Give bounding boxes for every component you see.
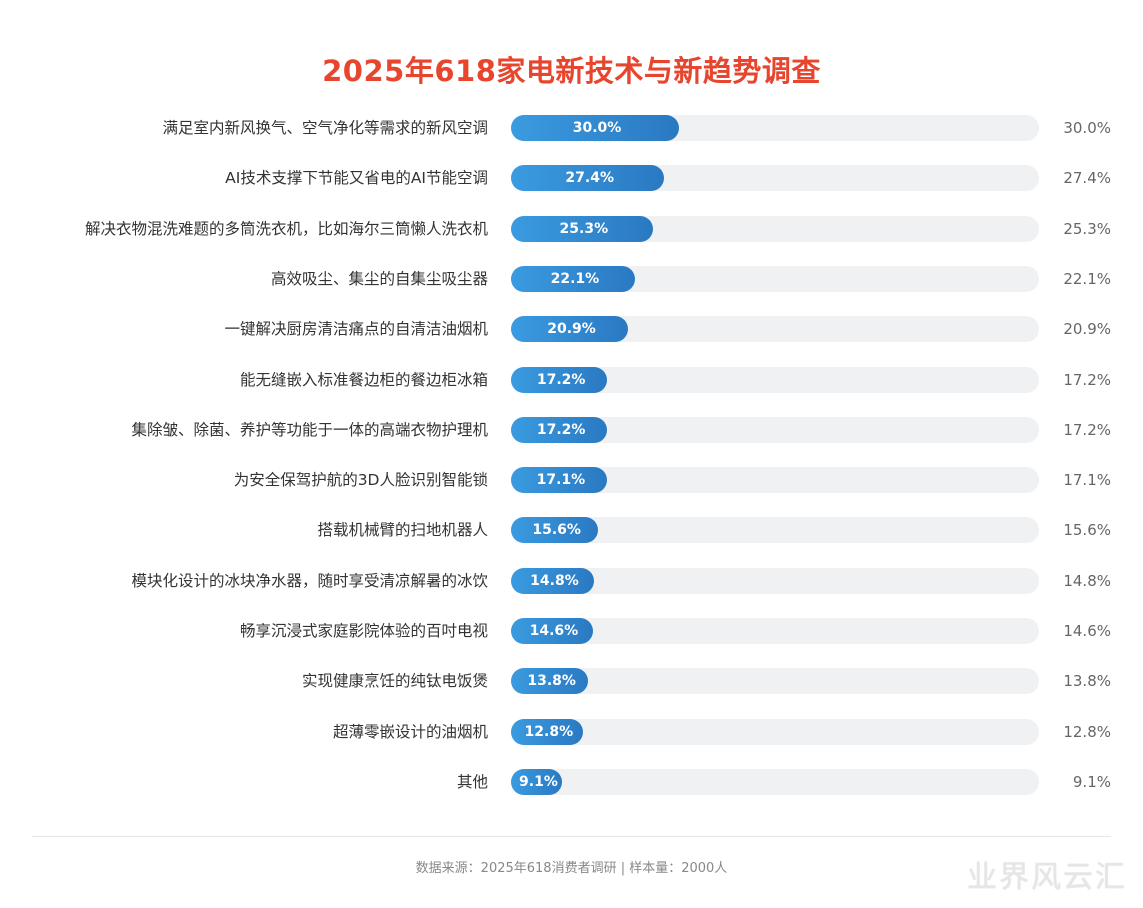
footer-divider [32, 836, 1111, 837]
bar [511, 316, 629, 343]
bar-row: 高效吸尘、集尘的自集尘吸尘器 22.1% 22.1% [0, 265, 1143, 292]
bar [511, 366, 608, 393]
bar [511, 768, 562, 795]
bar-data-label: 30.0% [572, 120, 622, 136]
watermark-logo: 业界风云汇 [967, 860, 1127, 895]
bar-track: 17.2% [511, 416, 1039, 443]
bar [511, 718, 583, 745]
value-label: 25.3% [1063, 219, 1111, 238]
bar-track: 20.9% [511, 316, 1039, 343]
bar-track: 30.0% [511, 115, 1039, 141]
bar-data-label: 14.6% [529, 623, 579, 639]
bar-row: 能无缝嵌入标准餐边柜的餐边柜冰箱 17.2% 17.2% [0, 366, 1143, 393]
category-label: AI技术支撑下节能又省电的AI节能空调 [225, 169, 488, 188]
bar-track: 15.6% [511, 517, 1039, 544]
bar [511, 467, 607, 494]
bar-data-label: 25.3% [559, 220, 609, 237]
bar-row: AI技术支撑下节能又省电的AI节能空调 27.4% 27.4% [0, 165, 1143, 192]
value-label: 9.1% [1072, 772, 1111, 791]
bar [511, 165, 665, 192]
bar-data-label: 13.8% [527, 673, 576, 690]
value-label: 17.2% [1063, 370, 1111, 389]
bar-row: 其他 9.1% 9.1% [0, 768, 1143, 795]
bar-data-label: 15.6% [532, 522, 581, 539]
bar-data-label: 9.1% [519, 773, 558, 790]
value-label: 20.9% [1063, 320, 1111, 339]
bar-row: 满足室内新风换气、空气净化等需求的新风空调 30.0% 30.0% [0, 115, 1143, 141]
bar [511, 416, 608, 443]
value-label: 12.8% [1063, 722, 1111, 741]
value-label: 13.8% [1063, 672, 1111, 691]
category-label: 实现健康烹饪的纯钛电饭煲 [301, 672, 488, 691]
bar-data-label: 22.1% [550, 270, 600, 287]
value-label: 17.2% [1063, 420, 1111, 439]
bar-row: 模块化设计的冰块净水器，随时享受清凉解暑的冰饮 14.8% 14.8% [0, 567, 1143, 594]
value-label: 15.6% [1063, 521, 1111, 540]
bar [511, 668, 589, 695]
bar [511, 517, 599, 544]
bar-track: 25.3% [511, 215, 1039, 242]
value-label: 22.1% [1063, 269, 1111, 288]
bar-track: 17.2% [511, 366, 1039, 393]
category-label: 集除皱、除菌、养护等功能于一体的高端衣物护理机 [131, 420, 488, 439]
value-label: 30.0% [1063, 119, 1111, 137]
bar [511, 215, 653, 242]
bar [511, 115, 679, 141]
category-label: 超薄零嵌设计的油烟机 [332, 722, 488, 741]
category-label: 畅享沉浸式家庭影院体验的百吋电视 [239, 622, 488, 640]
bar-data-label: 27.4% [565, 170, 615, 187]
bar-data-label: 17.2% [536, 371, 586, 388]
bar-row: 超薄零嵌设计的油烟机 12.8% 12.8% [0, 718, 1143, 745]
bar-row: 实现健康烹饪的纯钛电饭煲 13.8% 13.8% [0, 668, 1143, 695]
bar-data-label: 20.9% [547, 321, 596, 338]
bar-track: 17.1% [511, 467, 1039, 494]
bar-track: 22.1% [511, 265, 1039, 292]
bar-row: 解决衣物混洗难题的多筒洗衣机，比如海尔三筒懒人洗衣机 25.3% 25.3% [0, 215, 1143, 242]
bar-track: 12.8% [511, 718, 1039, 745]
source-note: 数据来源：2025年618消费者调研 | 样本量：2000人 [415, 861, 728, 876]
category-label: 满足室内新风换气、空气净化等需求的新风空调 [162, 119, 488, 137]
bar-row: 一键解决厨房清洁痛点的自清洁油烟机 20.9% 20.9% [0, 316, 1143, 343]
bar-track: 14.8% [511, 567, 1039, 594]
value-label: 14.6% [1063, 622, 1111, 640]
category-label: 能无缝嵌入标准餐边柜的餐边柜冰箱 [239, 370, 488, 389]
bar-row: 搭载机械臂的扫地机器人 15.6% 15.6% [0, 517, 1143, 544]
category-label: 解决衣物混洗难题的多筒洗衣机，比如海尔三筒懒人洗衣机 [84, 219, 488, 238]
bar-track: 9.1% [511, 768, 1039, 795]
bar-data-label: 17.1% [536, 472, 586, 489]
category-label: 为安全保驾护航的3D人脸识别智能锁 [233, 471, 488, 490]
category-label: 一键解决厨房清洁痛点的自清洁油烟机 [224, 320, 488, 339]
bar-track: 14.6% [511, 618, 1039, 644]
bar-data-label: 12.8% [524, 723, 574, 740]
bar-data-label: 14.8% [530, 572, 579, 589]
bar-data-label: 17.2% [536, 421, 586, 438]
category-label: 其他 [456, 772, 488, 791]
category-label: 搭载机械臂的扫地机器人 [317, 521, 488, 540]
bar [511, 265, 635, 292]
chart-title: 2025年618家电新技术与新趋势调查 [322, 54, 821, 88]
bar-row: 为安全保驾护航的3D人脸识别智能锁 17.1% 17.1% [0, 467, 1143, 494]
bar-row: 集除皱、除菌、养护等功能于一体的高端衣物护理机 17.2% 17.2% [0, 416, 1143, 443]
bar [511, 567, 594, 594]
category-label: 高效吸尘、集尘的自集尘吸尘器 [270, 269, 488, 288]
bar [511, 618, 593, 644]
value-label: 14.8% [1063, 571, 1111, 590]
bar-track: 27.4% [511, 165, 1039, 192]
category-label: 模块化设计的冰块净水器，随时享受清凉解暑的冰饮 [131, 571, 488, 590]
value-label: 27.4% [1063, 169, 1111, 188]
bar-row: 畅享沉浸式家庭影院体验的百吋电视 14.6% 14.6% [0, 618, 1143, 644]
value-label: 17.1% [1063, 471, 1111, 490]
bar-track: 13.8% [511, 668, 1039, 695]
